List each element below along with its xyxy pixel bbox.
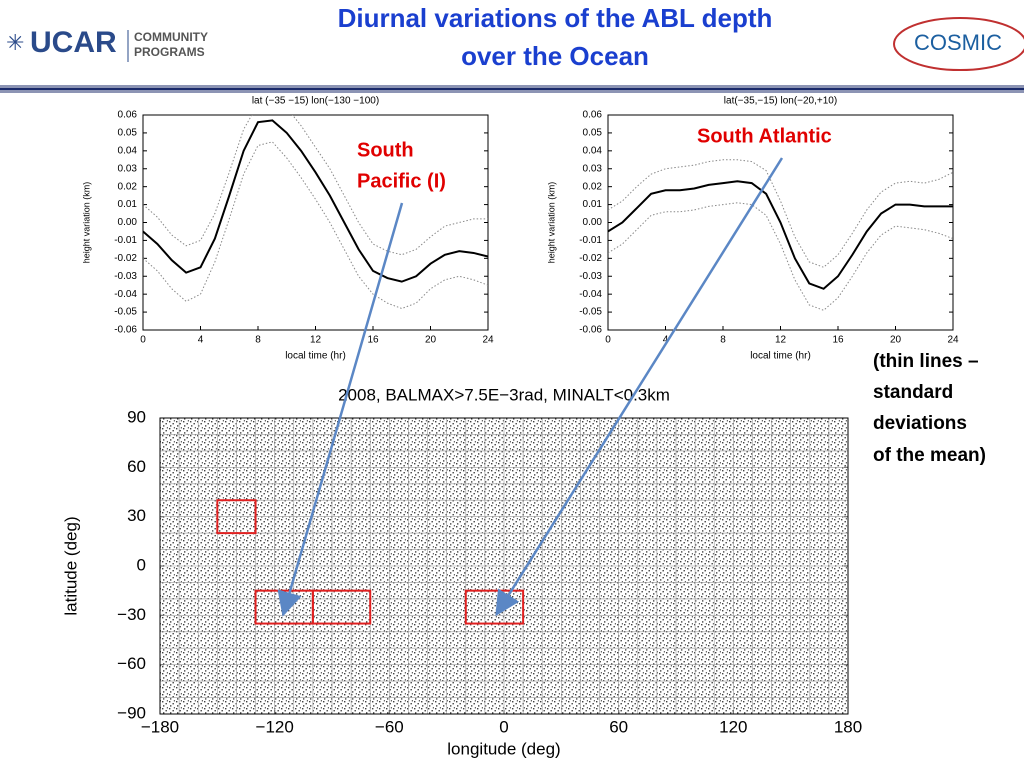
logo-sub: PROGRAMS (134, 45, 205, 59)
logo-ring (893, 17, 1024, 71)
x-tick-label: 12 (775, 335, 787, 346)
ucar-logo: ✳ UCAR COMMUNITY PROGRAMS (6, 26, 208, 62)
y-tick-label: 0.05 (118, 128, 138, 139)
x-tick-label: 24 (947, 335, 959, 346)
y-tick-label: 0.02 (118, 181, 138, 192)
y-tick-label: -0.02 (579, 253, 602, 264)
chart-title: 2008, BALMAX>7.5E−3rad, MINALT<0.3km (338, 385, 670, 404)
x-tick-label: 60 (609, 717, 628, 736)
logo-text: COSMIC (914, 30, 1002, 55)
y-tick-label: 60 (127, 457, 146, 476)
y-tick-label: 0.02 (583, 181, 603, 192)
chart-title: lat(−35,−15) lon(−20,+10) (724, 96, 837, 107)
y-tick-label: 0.04 (118, 145, 138, 156)
y-tick-label: 0.04 (583, 145, 603, 156)
y-axis-label: latitude (deg) (61, 516, 80, 615)
y-tick-label: 90 (127, 407, 146, 426)
y-axis-label: height variation (km) (546, 182, 556, 264)
x-tick-label: 4 (663, 335, 669, 346)
y-tick-label: -0.06 (579, 325, 602, 336)
logo-sub: COMMUNITY (134, 30, 208, 44)
region-box (464, 589, 525, 625)
logo-text: UCAR (30, 26, 117, 59)
slide-title: over the Ocean (461, 41, 649, 71)
y-tick-label: −90 (117, 703, 146, 722)
arrow (277, 202, 404, 617)
y-tick-label: −30 (117, 605, 146, 624)
line-series (608, 202, 953, 311)
y-tick-label: -0.02 (114, 253, 137, 264)
y-tick-label: 0.00 (118, 217, 138, 228)
x-tick-label: 8 (720, 335, 726, 346)
y-tick-label: -0.05 (579, 307, 602, 318)
y-tick-label: −60 (117, 654, 146, 673)
x-tick-label: −180 (141, 717, 179, 736)
y-tick-label: 0.03 (583, 163, 603, 174)
y-tick-label: 0.01 (583, 199, 603, 210)
arrow (495, 157, 784, 617)
x-tick-label: 180 (834, 717, 862, 736)
y-tick-label: 0.00 (583, 217, 603, 228)
region-label: South (357, 139, 414, 161)
charts: 0.06 0.05 0.04 0.03 0.02 0.01 0.00 -0.01 -0.02 -0… (61, 96, 959, 759)
note: deviations (873, 413, 967, 434)
note: of the mean) (873, 445, 986, 466)
y-tick-label: -0.04 (579, 289, 602, 300)
region-box (216, 499, 257, 535)
line-series (143, 141, 488, 310)
cosmic-logo: COSMIC (893, 17, 1024, 71)
region-label: South Atlantic (697, 125, 832, 147)
x-tick-label: 0 (499, 717, 508, 736)
x-tick-label: 12 (310, 335, 322, 346)
x-tick-label: 120 (719, 717, 747, 736)
x-tick-label: 16 (832, 335, 844, 346)
y-tick-label: 0 (137, 555, 146, 574)
x-tick-label: 0 (140, 335, 146, 346)
y-tick-label: 0.06 (583, 110, 603, 121)
slide-title: Diurnal variations of the ABL depth (338, 3, 773, 33)
plot-frame (607, 114, 954, 331)
y-tick-label: 30 (127, 506, 146, 525)
x-tick-label: 4 (198, 335, 204, 346)
y-tick-label: -0.04 (114, 289, 137, 300)
note: (thin lines – (873, 351, 979, 372)
chart-title: lat (−35 −15) lon(−130 −100) (252, 96, 379, 107)
y-tick-label: 0.05 (583, 128, 603, 139)
line-series (608, 159, 953, 268)
x-tick-label: 24 (482, 335, 494, 346)
y-tick-label: -0.06 (114, 325, 137, 336)
y-tick-label: -0.01 (114, 235, 137, 246)
region-label: Pacific (I) (357, 170, 446, 192)
y-tick-label: 0.01 (118, 199, 138, 210)
star: ✳ (6, 30, 24, 55)
plot-frame (159, 417, 849, 715)
x-tick-label: −120 (256, 717, 294, 736)
x-tick-label: 16 (367, 335, 379, 346)
region-box (311, 589, 372, 625)
y-tick-label: -0.05 (114, 307, 137, 318)
x-axis-label: local time (hr) (285, 351, 346, 362)
y-tick-label: -0.03 (114, 271, 137, 282)
note: standard (873, 382, 953, 403)
x-tick-label: 0 (605, 335, 611, 346)
y-axis-label: height variation (km) (81, 182, 91, 264)
line-series (608, 180, 953, 290)
y-tick-label: 0.06 (118, 110, 138, 121)
x-tick-label: 8 (255, 335, 261, 346)
line-series (143, 119, 488, 283)
y-tick-label: 0.03 (118, 163, 138, 174)
x-axis-label: longitude (deg) (447, 739, 560, 758)
y-tick-label: -0.03 (579, 271, 602, 282)
y-tick-label: -0.01 (579, 235, 602, 246)
plot-frame (142, 114, 489, 331)
x-tick-label: −60 (375, 717, 404, 736)
x-tick-label: 20 (890, 335, 902, 346)
x-tick-label: 20 (425, 335, 437, 346)
x-axis-label: local time (hr) (750, 351, 811, 362)
